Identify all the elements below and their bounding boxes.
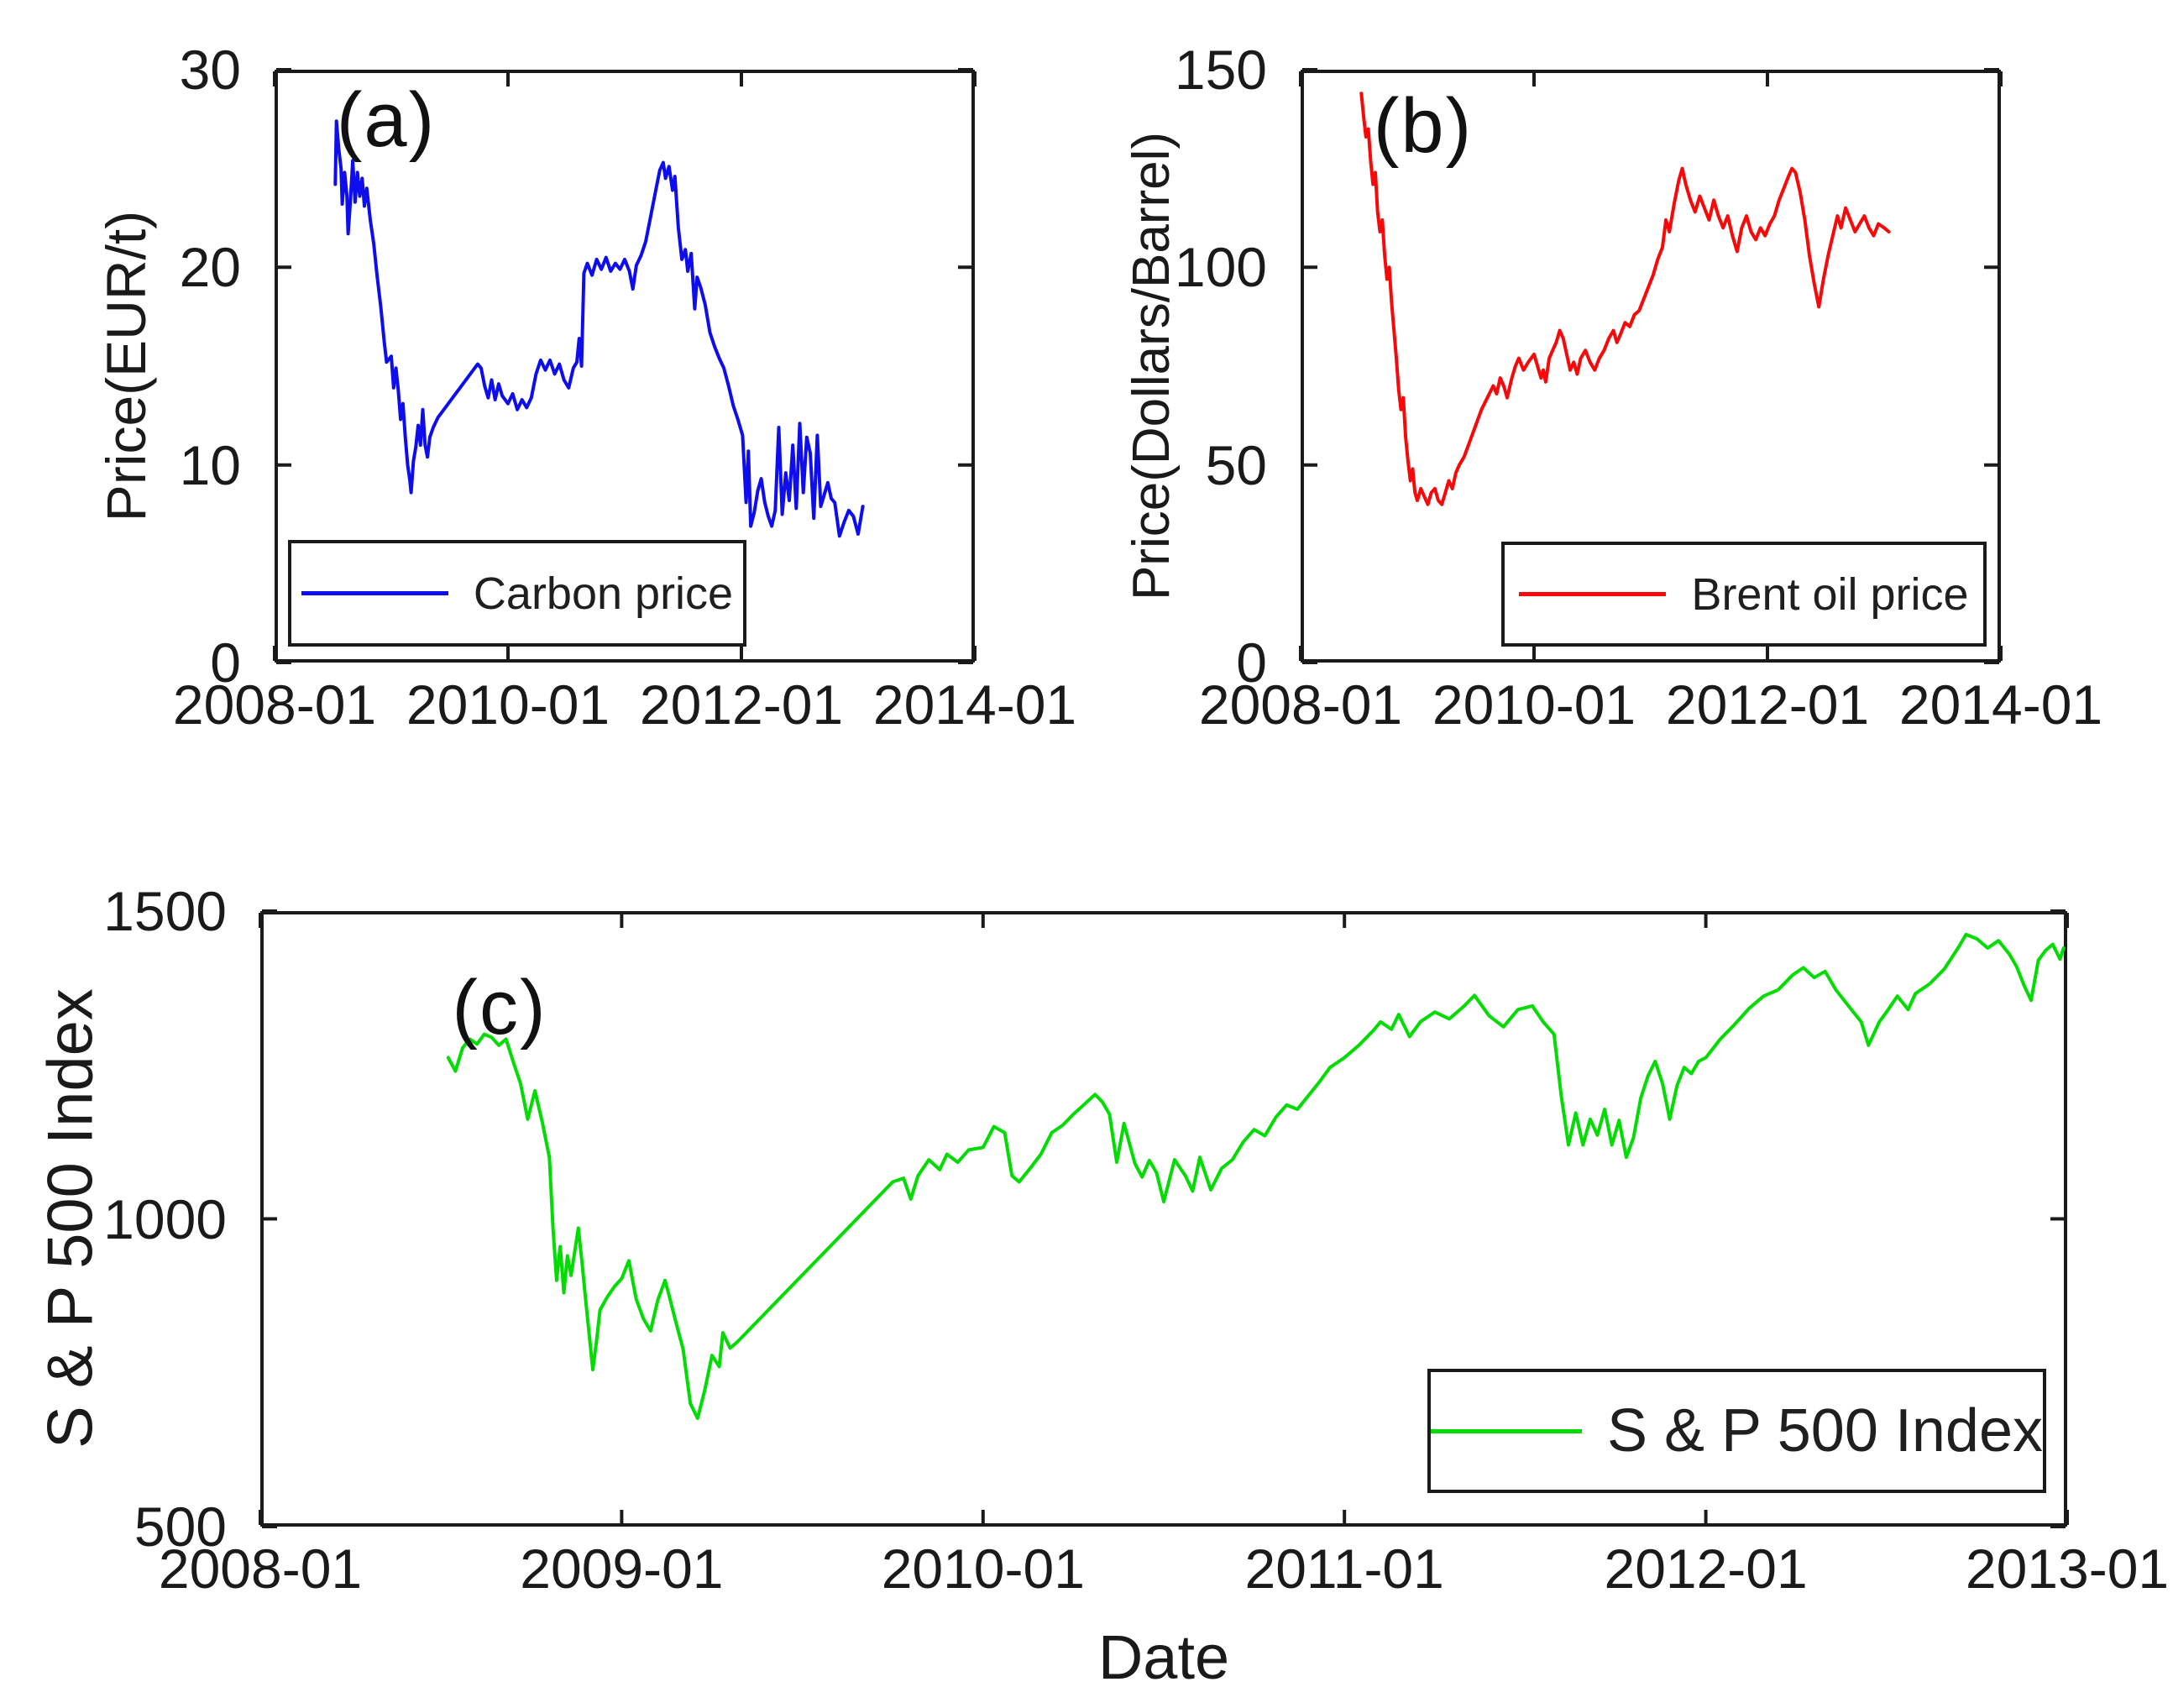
subplot-brent-oil-price: Price(Dollars/Barrel) (b) Brent oil pric… — [1123, 40, 2102, 734]
sp500-legend-label: S & P 500 Index — [1606, 1397, 2043, 1464]
carbon-price-legend-label: Carbon price — [473, 568, 734, 619]
x-axis-label-date: Date — [1097, 1622, 1230, 1692]
x-tick-label: 2008-01 — [158, 1538, 363, 1600]
axes-box — [1301, 70, 2001, 663]
y-tick-label: 100 — [1174, 236, 1267, 299]
y-tick-label: 1500 — [103, 880, 227, 942]
x-tick-label: 2009-01 — [520, 1538, 724, 1600]
y-tick-label: 500 — [134, 1496, 227, 1558]
plot-area-brent — [1299, 68, 2003, 664]
subplot-sp500-index: S & P 500 Index (c) S & P 500 Index Date… — [35, 882, 2170, 1692]
x-tick-label: 2013-01 — [1965, 1538, 2170, 1600]
x-tick-label: 2014-01 — [872, 673, 1077, 736]
legend-sp500-index: S & P 500 Index — [1427, 1369, 2046, 1493]
subplot-carbon-price: Price(EUR/t) (a) Carbon price 2008-01 201… — [95, 40, 1076, 734]
x-tick-label: 2010-01 — [881, 1538, 1085, 1600]
brent-oil-legend-line-sample — [1519, 592, 1667, 596]
y-axis-label-carbon: Price(EUR/t) — [95, 210, 157, 522]
y-tick-label: 0 — [1236, 631, 1267, 694]
y-tick-label: 1000 — [103, 1187, 227, 1250]
legend-brent-oil-price: Brent oil price — [1501, 542, 1987, 647]
y-tick-label: 30 — [179, 39, 241, 101]
axes-box — [275, 70, 975, 663]
plot-area-carbon — [273, 68, 977, 664]
y-tick-label: 10 — [179, 433, 241, 496]
x-tick-label: 2011-01 — [1244, 1538, 1444, 1600]
sp500-legend-line-sample — [1431, 1428, 1582, 1433]
x-tick-label: 2008-01 — [1198, 673, 1403, 736]
y-tick-label: 0 — [210, 631, 241, 694]
data-line-b — [1359, 92, 1891, 506]
panel-label-a: (a) — [336, 77, 437, 163]
x-tick-label: 2012-01 — [639, 673, 844, 736]
carbon-price-legend-line-sample — [301, 591, 448, 595]
x-tick-label: 2010-01 — [1432, 673, 1636, 736]
panel-label-c: (c) — [452, 965, 547, 1050]
x-tick-label: 2010-01 — [406, 673, 610, 736]
plot-svg — [259, 909, 2069, 1528]
y-tick-label: 150 — [1174, 39, 1267, 101]
x-tick-label: 2012-01 — [1665, 673, 1870, 736]
plot-svg — [1299, 68, 2003, 664]
x-tick-label: 2008-01 — [172, 673, 377, 736]
y-tick-label: 50 — [1205, 433, 1267, 496]
x-tick-label: 2014-01 — [1898, 673, 2103, 736]
plot-area-sp500 — [259, 909, 2069, 1528]
legend-carbon-price: Carbon price — [288, 540, 746, 647]
x-tick-label: 2012-01 — [1604, 1538, 1808, 1600]
brent-oil-legend-label: Brent oil price — [1691, 568, 1969, 620]
data-line-c — [446, 932, 2066, 1420]
panel-label-b: (b) — [1373, 83, 1474, 169]
y-axis-label-brent: Price(Dollars/Barrel) — [1123, 131, 1181, 601]
data-line-a — [333, 119, 865, 538]
y-tick-label: 20 — [179, 236, 241, 299]
plot-svg — [273, 68, 977, 664]
